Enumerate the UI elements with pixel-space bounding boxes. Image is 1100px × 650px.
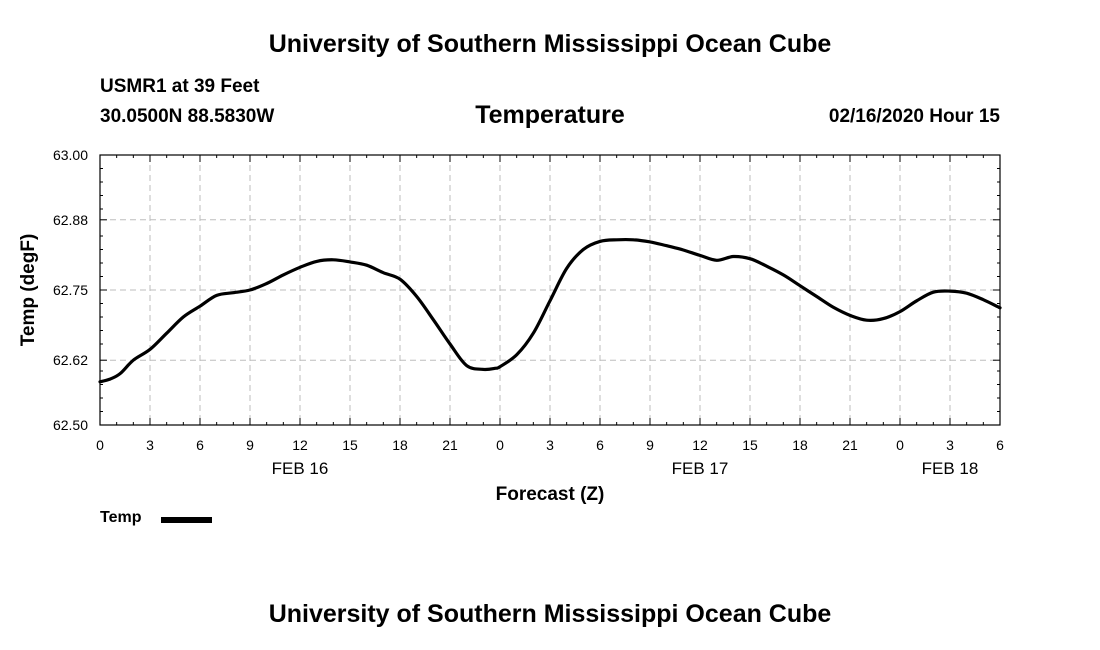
x-tick-label: 6 <box>996 437 1004 453</box>
x-tick-label: 6 <box>596 437 604 453</box>
x-tick-label: 0 <box>896 437 904 453</box>
x-tick-label: 9 <box>246 437 254 453</box>
x-axis-label: Forecast (Z) <box>496 484 605 505</box>
variable-title: Temperature <box>475 101 625 129</box>
series-line-temp <box>98 237 1002 384</box>
x-tick-label: 0 <box>96 437 104 453</box>
y-tick-label: 62.62 <box>53 352 88 368</box>
x-tick-label: 9 <box>646 437 654 453</box>
x-tick-label: 0 <box>496 437 504 453</box>
y-tick-label: 63.00 <box>53 147 88 163</box>
x-tick-label: 21 <box>842 437 858 453</box>
x-tick-label: 15 <box>342 437 358 453</box>
x-tick-label: 18 <box>792 437 808 453</box>
station-label: USMR1 at 39 Feet <box>100 76 260 97</box>
y-axis-label: Temp (degF) <box>18 234 39 347</box>
x-tick-label: 18 <box>392 437 408 453</box>
x-tick-label: 12 <box>692 437 708 453</box>
x-tick-label: 6 <box>196 437 204 453</box>
date-label: FEB 17 <box>672 459 729 478</box>
x-tick-label: 3 <box>146 437 154 453</box>
x-tick-label: 3 <box>946 437 954 453</box>
y-tick-label: 62.75 <box>53 282 88 298</box>
date-label: FEB 16 <box>272 459 329 478</box>
page-title: University of Southern Mississippi Ocean… <box>268 30 832 58</box>
x-tick-label: 3 <box>546 437 554 453</box>
x-tick-label: 15 <box>742 437 758 453</box>
datetime-label: 02/16/2020 Hour 15 <box>828 106 1000 127</box>
x-tick-label: 12 <box>292 437 308 453</box>
legend-label: Temp <box>100 509 142 526</box>
footer-title: University of Southern Mississippi Ocean… <box>268 600 832 628</box>
y-tick-label: 62.50 <box>53 417 88 433</box>
y-tick-label: 62.88 <box>53 212 88 228</box>
date-label: FEB 18 <box>922 459 979 478</box>
x-tick-label: 21 <box>442 437 458 453</box>
legend-swatch <box>161 517 212 523</box>
coordinates-label: 30.0500N 88.5830W <box>100 106 275 127</box>
